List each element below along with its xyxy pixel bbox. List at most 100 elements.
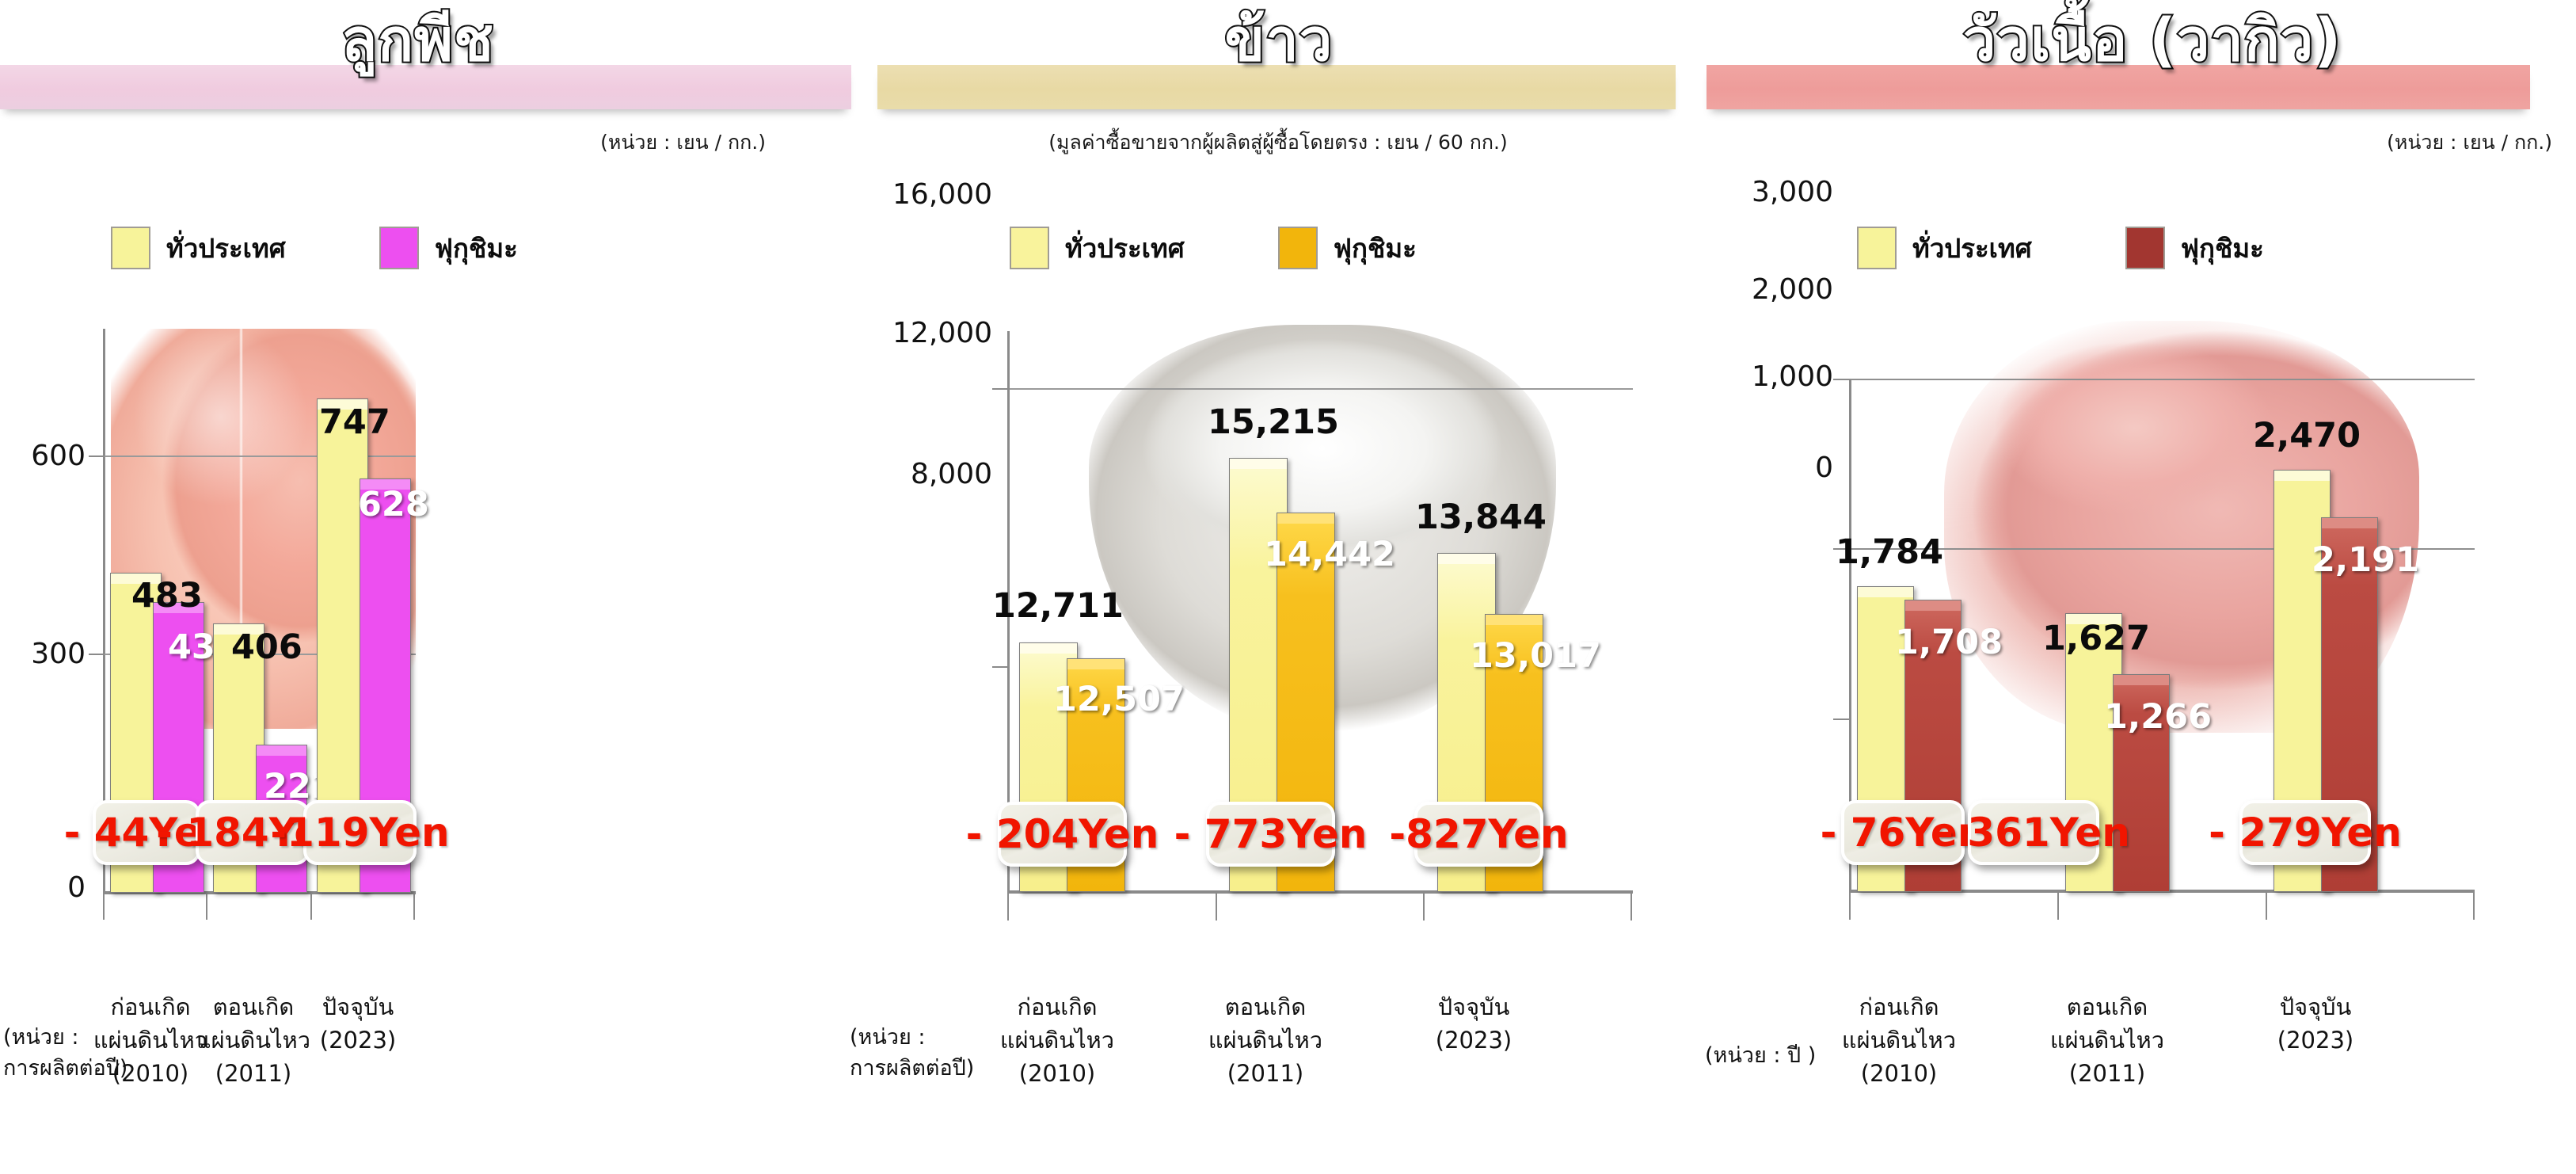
value-label-fukushima-3: 2,191 [2312,540,2420,580]
ytick-mark-12000-rice [992,666,1010,668]
gridline-3000-beef [1849,379,2475,380]
x-unit-note-beef: (หน่วย : ปี ) [1705,1043,1817,1068]
bar-cap [214,624,264,635]
legend-swatch-fukushima [2125,227,2165,269]
gridline-16000-rice [1007,388,1633,390]
diff-badge-2: - 361Yen [1937,800,2130,865]
xtick-2-beef [2057,890,2059,920]
xlabel-2-peach: ตอนเกิด แผ่นดินไหว (2011) [196,993,311,1088]
bar-cap [111,574,161,584]
bar-cap [1438,554,1495,564]
ytick-mark-16000-rice [992,388,1010,390]
unit-note-beef: (หน่วย : เยน / กก.) [2387,131,2552,154]
legend-item-fukushima[interactable]: ฟุกุชิมะ [379,227,518,269]
xtick-1-peach [103,891,105,920]
page-title-peach: ลูกพีช [340,5,495,76]
bar-cap [2066,614,2121,624]
xtick-3-peach [310,891,312,920]
xtick-3-beef [2266,890,2267,920]
bar-cap [1905,600,1961,611]
value-label-national-2: 15,215 [1208,402,1339,442]
legend-label-national: ทั่วประเทศ [166,232,286,264]
y-axis-peach [103,329,105,893]
value-label-national-2: 406 [231,627,302,667]
bar-fukushima-2[interactable] [2113,674,2170,892]
xtick-4-beef [2473,890,2475,920]
x-axis-rice [1007,890,1633,894]
ytick-3000: 3,000 [1751,176,1833,208]
value-label-fukushima-3: 628 [358,485,429,524]
panel-rice: ข้าว (มูลค่าซื้อขายจากผู้ผลิตสู่ผู้ซื้อโ… [850,0,1707,1174]
diff-badge-3: -827Yen [1389,802,1569,867]
xtick-2-peach [206,891,207,920]
ytick-600: 600 [31,440,86,472]
xlabel-2-rice: ตอนเกิด แผ่นดินไหว (2011) [1208,993,1323,1088]
xtick-1-rice [1007,890,1009,921]
bar-cap [154,603,204,613]
xlabel-2-beef: ตอนเกิด แผ่นดินไหว (2011) [2049,993,2165,1088]
xlabel-3-rice: ปัจจุบัน (2023) [1435,993,1512,1054]
legend-label-fukushima: ฟุกุชิมะ [434,232,518,264]
value-label-fukushima-1: 12,507 [1053,680,1185,719]
ytick-mark-2000-beef [1833,548,1851,550]
gridline-2000-beef [1849,548,2475,550]
legend-swatch-national [111,227,150,269]
legend-item-fukushima[interactable]: ฟุกุชิมะ [1277,227,1417,269]
x-unit-note-rice: (หน่วย : การผลิตต่อปี) [850,1025,975,1081]
xlabel-1-rice: ก่อนเกิด แผ่นดินไหว (2010) [999,993,1115,1088]
panel-peach: ลูกพีช (หน่วย : เยน / กก.) ทั่วประเทศ ฟุ… [0,0,851,1174]
bar-cap [360,479,410,490]
bar-cap [2322,518,2377,528]
header-band-rice [877,65,1676,109]
ytick-1000: 1,000 [1751,360,1833,393]
bar-cap [2114,675,2169,685]
ytick-mark-600-peach [89,455,105,457]
diff-badge-1: - 204Yen [966,802,1159,867]
value-label-national-1: 12,711 [992,586,1124,626]
xlabel-1-peach: ก่อนเกิด แผ่นดินไหว (2010) [93,993,208,1088]
x-unit-note-peach: (หน่วย : การผลิตต่อปี) [3,1025,128,1081]
legend-item-national[interactable]: ทั่วประเทศ [111,227,286,269]
xtick-1-beef [1849,890,1851,920]
xlabel-3-peach: ปัจจุบัน (2023) [319,993,397,1054]
legend-item-national[interactable]: ทั่วประเทศ [1010,227,1185,269]
diff-badge-1: - 76Yen [1821,800,1985,865]
page-title-beef: วัวเนื้อ (วากิว) [1961,5,2342,76]
legend-swatch-national [1010,227,1049,269]
legend-rice: ทั่วประเทศ ฟุกุชิมะ [1010,227,1417,269]
xlabel-3-beef: ปัจจุบัน (2023) [2277,993,2354,1054]
ytick-0: 0 [1815,452,1833,484]
legend-label-national: ทั่วประเทศ [1065,232,1185,264]
ytick-16000: 16,000 [892,178,992,211]
ytick-mark-300-peach [89,654,105,655]
ytick-mark-3000-beef [1833,379,1851,380]
ytick-12000: 12,000 [892,317,992,349]
panel-beef: วัวเนื้อ (วากิว) (หน่วย : เยน / กก.) ทั่… [1705,0,2576,1174]
legend-label-national: ทั่วประเทศ [1912,232,2032,264]
xtick-2-rice [1216,890,1217,921]
xtick-4-peach [413,891,415,920]
ytick-2000: 2,000 [1751,273,1833,306]
gridline-600-peach [103,455,416,457]
page-title-rice: ข้าว [1223,5,1334,76]
value-label-national-1: 1,784 [1836,532,1944,572]
bar-cap [1486,615,1543,625]
legend-item-national[interactable]: ทั่วประเทศ [1857,227,2032,269]
xtick-4-rice [1630,890,1632,921]
ytick-0: 0 [67,871,86,904]
value-label-national-1: 483 [131,576,203,616]
value-label-national-3: 13,844 [1415,497,1547,537]
ytick-mark-1000-beef [1833,719,1851,720]
value-label-national-3: 747 [319,402,390,442]
bar-cap [257,745,306,756]
bar-cap [2274,471,2330,481]
bar-cap [1020,643,1077,654]
legend-peach: ทั่วประเทศ ฟุกุชิมะ [111,227,518,269]
bar-cap [1230,459,1287,469]
xlabel-1-beef: ก่อนเกิด แผ่นดินไหว (2010) [1841,993,1957,1088]
legend-item-fukushima[interactable]: ฟุกุชิมะ [2125,227,2264,269]
unit-note-peach: (หน่วย : เยน / กก.) [600,131,766,154]
diff-badge-2: - 773Yen [1174,802,1367,867]
ytick-8000: 8,000 [910,458,992,490]
header-band-beef [1707,65,2530,109]
